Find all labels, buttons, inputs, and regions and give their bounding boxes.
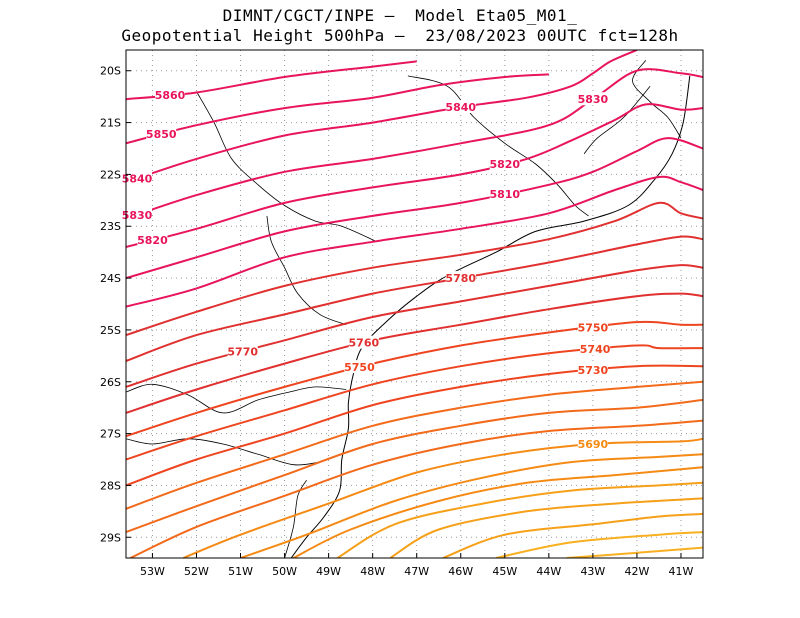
state-border xyxy=(583,86,651,154)
contour-labels: 5860 5850 5840 5840 5830 5830 5820 5820 5810 5780… xyxy=(122,88,611,451)
contour-line-5750 xyxy=(126,320,703,438)
contour-line-5840 xyxy=(126,50,638,184)
contour-label-5760: 5760 xyxy=(349,337,380,350)
contour-line-5730 xyxy=(126,364,703,487)
contour-line-5850 xyxy=(126,73,549,145)
plot-frame xyxy=(125,49,704,559)
lon-tick-label: 44W xyxy=(536,565,561,578)
contour-line-5830 xyxy=(126,68,703,220)
lon-tick-label: 43W xyxy=(580,565,605,578)
contour-line-5620 xyxy=(566,546,703,558)
contour-label-bg xyxy=(227,344,258,358)
geography xyxy=(126,60,691,558)
contour-line-5760 xyxy=(126,292,703,414)
state-border xyxy=(407,75,589,217)
lat-tick-label: 29S xyxy=(100,531,121,544)
state-border xyxy=(126,438,320,466)
lon-tick-label: 49W xyxy=(316,565,341,578)
gridlines xyxy=(126,50,703,558)
contour-line-5690 xyxy=(182,437,703,558)
title-line-1: DIMNT/CGCT/INPE – Model Eta05_M01_ xyxy=(222,6,578,25)
contour-label-bg xyxy=(155,88,186,102)
lat-tick-label: 26S xyxy=(100,376,121,389)
contour-label-bg xyxy=(577,320,608,334)
state-border xyxy=(266,215,347,326)
contour-line-5820 xyxy=(126,103,703,248)
contour-label-5830: 5830 xyxy=(578,93,609,106)
contour-label-5820: 5820 xyxy=(489,158,520,171)
contour-line-5670 xyxy=(292,466,703,558)
lon-tick-label: 48W xyxy=(360,565,385,578)
lat-tick-label: 20S xyxy=(100,65,121,78)
lat-tick-label: 28S xyxy=(100,479,121,492)
lon-tick-label: 51W xyxy=(228,565,253,578)
contour-line-5650 xyxy=(389,497,703,558)
lat-tick-label: 22S xyxy=(100,168,121,181)
contour-line-5720 xyxy=(126,380,703,510)
contour-line-5790 xyxy=(126,201,703,337)
contour-label-5830: 5830 xyxy=(122,209,153,222)
lon-tick-label: 41W xyxy=(669,565,694,578)
lon-tick-label: 47W xyxy=(404,565,429,578)
contour-line-5630 xyxy=(495,531,703,558)
axes: 20S 21S 22S 23S 24S 25S 26S 27S 28S 29S 53W 52W 51W 5… xyxy=(100,65,694,578)
lat-tick-label: 21S xyxy=(100,117,121,130)
contour-line-5810 xyxy=(126,137,703,280)
contour-line-5710 xyxy=(126,398,703,534)
contour-label-5850: 5850 xyxy=(146,128,177,141)
contour-label-bg xyxy=(577,436,608,450)
lon-tick-label: 46W xyxy=(448,565,473,578)
contour-label-bg xyxy=(445,100,476,114)
contour-line-5640 xyxy=(442,512,703,558)
contour-label-5690: 5690 xyxy=(578,438,609,451)
contour-line-5770 xyxy=(126,264,703,388)
lat-tick-label: 24S xyxy=(100,272,121,285)
contour-label-5740: 5740 xyxy=(580,343,611,356)
lat-tick-label: 23S xyxy=(100,220,121,233)
lat-tick-label: 27S xyxy=(100,428,121,441)
contour-label-5750: 5750 xyxy=(344,361,375,374)
contour-label-5750: 5750 xyxy=(578,321,609,334)
contour-label-bg xyxy=(348,335,379,349)
contour-label-5840: 5840 xyxy=(122,173,153,186)
contour-label-5770: 5770 xyxy=(227,345,258,358)
lon-tick-label: 50W xyxy=(272,565,297,578)
contour-label-bg xyxy=(344,360,375,374)
contour-line-5660 xyxy=(336,481,703,558)
lon-tick-label: 42W xyxy=(624,565,649,578)
contour-line-5800 xyxy=(126,175,703,308)
contour-line-5740 xyxy=(126,344,703,461)
lon-tick-label: 53W xyxy=(140,565,165,578)
contour-label-bg xyxy=(489,157,520,171)
contour-label-bg xyxy=(445,271,476,285)
contour-label-bg xyxy=(580,342,611,356)
contour-label-5820: 5820 xyxy=(137,234,168,247)
contour-line-5680 xyxy=(240,453,703,558)
title-line-2: Geopotential Height 500hPa – 23/08/2023 … xyxy=(121,26,679,45)
state-border xyxy=(126,383,347,414)
contour-label-5730: 5730 xyxy=(578,364,609,377)
contour-line-5700 xyxy=(129,419,703,558)
state-border xyxy=(632,60,682,139)
contour-label-bg xyxy=(122,207,153,221)
contour-label-bg xyxy=(146,127,177,141)
lat-tick-label: 25S xyxy=(100,324,121,337)
state-border xyxy=(196,91,378,243)
contour-label-5780: 5780 xyxy=(445,272,476,285)
contour-label-bg xyxy=(577,363,608,377)
contour-label-bg xyxy=(137,233,168,247)
lon-tick-label: 45W xyxy=(492,565,517,578)
contour-label-bg xyxy=(577,92,608,106)
contour-label-bg xyxy=(489,186,520,200)
lon-tick-label: 52W xyxy=(184,565,209,578)
contour-label-5810: 5810 xyxy=(489,188,520,201)
contour-label-5840: 5840 xyxy=(445,101,476,114)
coastline xyxy=(290,75,691,558)
state-border xyxy=(284,479,307,558)
contours xyxy=(126,50,703,558)
contour-label-5860: 5860 xyxy=(155,89,186,102)
